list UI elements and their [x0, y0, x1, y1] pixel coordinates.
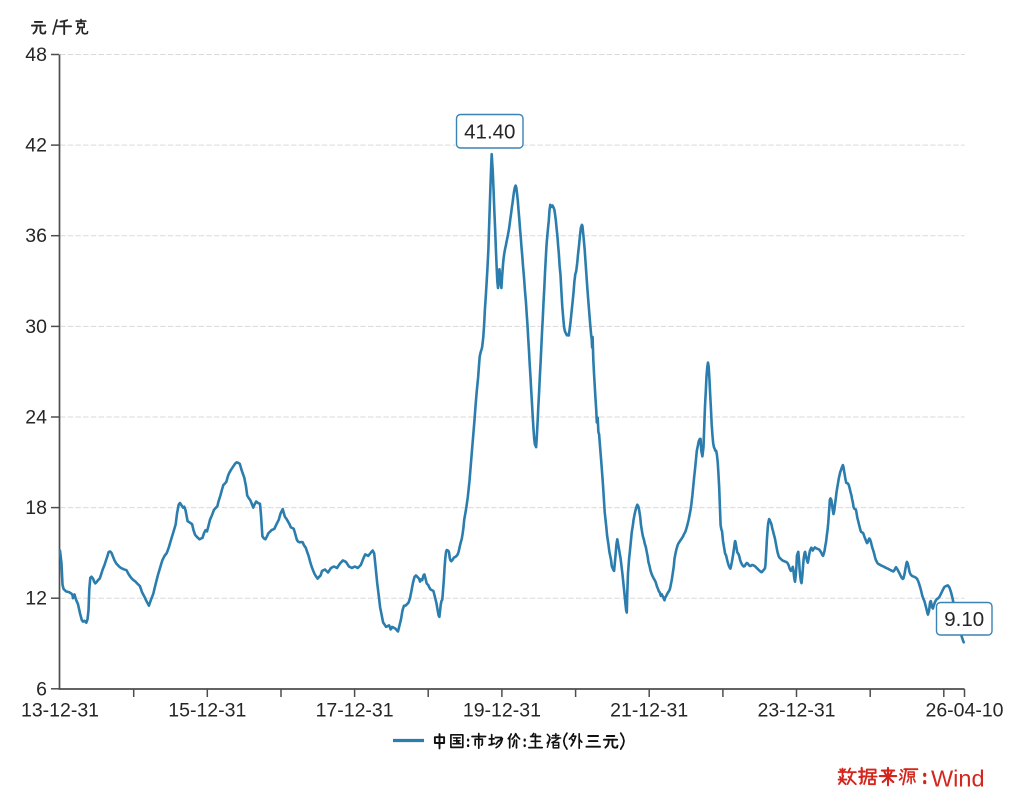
svg-text:36: 36	[25, 225, 47, 247]
svg-text:21-12-31: 21-12-31	[610, 700, 688, 722]
svg-text:19-12-31: 19-12-31	[463, 700, 541, 722]
svg-text:26-04-10: 26-04-10	[925, 700, 1003, 722]
svg-text:13-12-31: 13-12-31	[21, 700, 99, 722]
svg-text:30: 30	[25, 316, 47, 338]
svg-text:17-12-31: 17-12-31	[316, 700, 394, 722]
svg-text:12: 12	[25, 588, 47, 610]
svg-text:6: 6	[36, 678, 47, 700]
svg-text:41.40: 41.40	[464, 121, 515, 144]
svg-text:23-12-31: 23-12-31	[757, 700, 835, 722]
svg-text:15-12-31: 15-12-31	[168, 700, 246, 722]
svg-text:42: 42	[25, 135, 47, 157]
svg-text:Wind: Wind	[931, 766, 985, 792]
svg-text:48: 48	[25, 44, 47, 66]
svg-text:24: 24	[25, 407, 47, 429]
svg-text:18: 18	[25, 497, 47, 519]
svg-text:9.10: 9.10	[944, 608, 984, 631]
